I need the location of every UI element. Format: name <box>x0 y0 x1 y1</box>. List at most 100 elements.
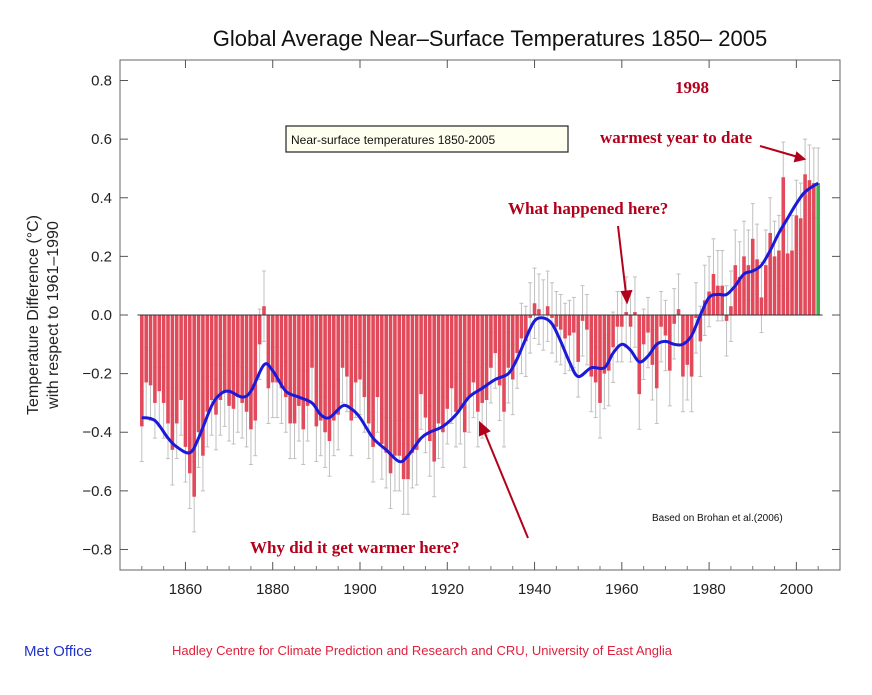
bar-1878 <box>262 306 266 315</box>
y-tick-label: 0.8 <box>91 73 112 90</box>
bar-1866 <box>209 315 214 400</box>
bar-1964 <box>637 315 642 395</box>
annotation-what-happened: What happened here? <box>508 199 668 218</box>
bar-1892 <box>323 315 327 433</box>
bar-2000 <box>794 215 799 315</box>
bar-1886 <box>297 315 301 406</box>
bar-1917 <box>432 315 436 462</box>
bar-1884 <box>288 315 292 424</box>
bar-1940 <box>532 303 537 315</box>
bar-1904 <box>375 315 380 398</box>
bar-1889 <box>310 315 314 368</box>
bar-1955 <box>598 315 602 403</box>
bar-1862 <box>192 315 196 497</box>
bar-2001 <box>798 218 803 315</box>
bar-1954 <box>593 315 598 383</box>
y-tick-label: −0.6 <box>82 483 112 500</box>
bar-1948 <box>567 315 572 336</box>
bar-1985 <box>729 306 733 315</box>
bar-1912 <box>410 315 415 453</box>
bar-1909 <box>397 315 402 456</box>
bar-1881 <box>275 315 279 383</box>
bar-1941 <box>537 309 541 315</box>
x-tick-label: 2000 <box>780 581 813 598</box>
arrow-what-happened-head <box>620 289 633 305</box>
bar-1871 <box>231 315 236 409</box>
bar-2004 <box>812 183 816 315</box>
bar-1976 <box>689 315 694 377</box>
bar-1872 <box>236 315 240 398</box>
bar-1935 <box>510 315 515 380</box>
bar-1977 <box>694 315 698 318</box>
bar-1944 <box>550 315 554 318</box>
bar-1939 <box>528 315 532 318</box>
bar-1873 <box>240 315 244 403</box>
smoothed-curve <box>141 181 820 464</box>
bar-1962 <box>628 315 633 327</box>
y-tick-label: 0.4 <box>91 190 112 207</box>
bar-1963 <box>633 312 637 315</box>
bar-2003 <box>807 180 812 315</box>
bar-1857 <box>170 315 175 450</box>
bar-1880 <box>270 315 275 383</box>
bar-1860 <box>183 315 188 447</box>
bar-1875 <box>249 315 253 430</box>
bar-1999 <box>790 250 794 315</box>
bar-1853 <box>153 315 157 403</box>
bar-1968 <box>654 315 659 389</box>
bar-1893 <box>327 315 332 442</box>
bar-1861 <box>188 315 192 474</box>
bar-1936 <box>515 315 519 354</box>
bar-1903 <box>371 315 375 447</box>
bar-1983 <box>720 285 724 315</box>
bar-1952 <box>585 315 589 330</box>
bar-1894 <box>332 315 336 421</box>
bar-1995 <box>772 256 777 315</box>
bar-1997 <box>781 177 786 315</box>
bar-1957 <box>606 315 611 371</box>
x-axis-ticks: 1860 1880 1900 1920 1940 1960 1980 2000 <box>141 60 819 598</box>
x-tick-label: 1920 <box>431 581 464 598</box>
bar-1967 <box>650 315 655 365</box>
bar-1993 <box>764 265 768 315</box>
bar-1874 <box>244 315 249 412</box>
bar-1891 <box>318 315 323 421</box>
bar-1958 <box>611 315 615 348</box>
x-tick-label: 1940 <box>518 581 551 598</box>
bar-1887 <box>301 315 306 430</box>
arrow-warmest-head <box>793 151 807 163</box>
bar-1938 <box>524 315 528 342</box>
bar-1897 <box>345 315 349 377</box>
bar-1859 <box>179 315 183 400</box>
bar-1899 <box>353 315 358 383</box>
bar-1924 <box>462 315 467 433</box>
footer-org: Met Office <box>24 643 92 660</box>
bar-1885 <box>292 315 297 424</box>
bar-1965 <box>641 315 646 345</box>
y-axis-ticks: 0.8 0.6 0.4 0.2 0.0 −0.2 −0.4 −0.6 −0.8 <box>82 73 840 558</box>
bar-1895 <box>336 315 340 415</box>
bar-1869 <box>222 315 227 392</box>
bar-1922 <box>454 315 458 412</box>
bar-1883 <box>284 315 288 398</box>
bar-1927 <box>476 315 480 412</box>
bar-1858 <box>174 315 179 424</box>
bar-1890 <box>314 315 319 427</box>
bar-1879 <box>266 315 271 389</box>
bar-1854 <box>157 315 162 392</box>
bar-1867 <box>214 315 218 415</box>
bar-1877 <box>257 315 262 345</box>
x-tick-label: 1960 <box>605 581 638 598</box>
arrow-why-warmer <box>483 430 529 539</box>
bar-1960 <box>620 315 624 327</box>
bar-1914 <box>419 315 423 395</box>
bar-1930 <box>489 315 493 368</box>
bar-1876 <box>253 315 258 421</box>
bar-1986 <box>733 265 738 315</box>
bar-1943 <box>545 306 550 315</box>
arrow-why-warmer-head <box>479 420 491 437</box>
bar-1966 <box>646 315 650 333</box>
bar-1920 <box>445 315 450 409</box>
bar-1850 <box>140 315 144 427</box>
x-tick-label: 1860 <box>169 581 202 598</box>
